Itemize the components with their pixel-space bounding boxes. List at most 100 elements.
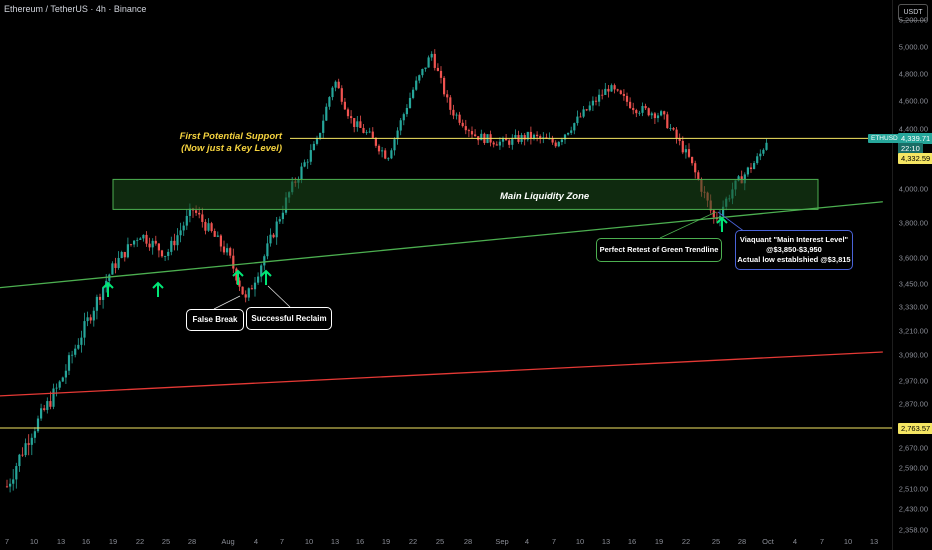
x-tick-label: 25 bbox=[161, 537, 171, 546]
candle-body bbox=[408, 97, 412, 109]
arrow-head bbox=[716, 216, 728, 224]
candle-body bbox=[77, 344, 80, 349]
candle-body bbox=[120, 252, 123, 258]
x-tick-label: 22 bbox=[681, 537, 691, 546]
candle-body bbox=[117, 257, 120, 268]
candle-body bbox=[579, 116, 582, 118]
candle-body bbox=[343, 101, 346, 110]
candle-body bbox=[102, 287, 105, 300]
y-tick-label: 2,358.00 bbox=[898, 525, 928, 535]
candle-body bbox=[229, 248, 232, 256]
candle-body bbox=[532, 134, 536, 139]
candle-body bbox=[539, 136, 542, 139]
candle-body bbox=[653, 113, 656, 119]
candle-body bbox=[263, 256, 266, 266]
support-line-2: (Now just a Key Level) bbox=[181, 143, 282, 154]
candle-body bbox=[458, 114, 461, 123]
candle-body bbox=[74, 348, 77, 355]
candle-body bbox=[576, 116, 579, 124]
candle-body bbox=[511, 137, 514, 145]
candle-body bbox=[722, 206, 725, 216]
y-tick-label: 3,330.00 bbox=[898, 302, 928, 312]
candle-body bbox=[635, 110, 638, 114]
candle-body bbox=[694, 163, 697, 173]
candle-body bbox=[672, 128, 675, 130]
candle-body bbox=[480, 133, 483, 141]
candle-body bbox=[278, 219, 281, 222]
candle-body bbox=[678, 138, 681, 141]
candle-body bbox=[436, 67, 439, 71]
candle-body bbox=[405, 108, 408, 115]
candle-body bbox=[43, 408, 46, 410]
candle-body bbox=[467, 130, 470, 132]
y-tick-label: 3,450.00 bbox=[898, 279, 928, 289]
candle-body bbox=[247, 288, 250, 298]
candle-body bbox=[765, 142, 768, 150]
x-tick-label: 19 bbox=[654, 537, 664, 546]
candle-body bbox=[591, 100, 594, 106]
candle-body bbox=[179, 230, 182, 236]
candle-body bbox=[253, 282, 257, 290]
candle-body bbox=[108, 274, 111, 281]
candle-body bbox=[675, 129, 678, 139]
viaquant-line-3: Actual low establshied @$3,815 bbox=[737, 255, 851, 264]
candle-body bbox=[303, 162, 306, 167]
candle-body bbox=[656, 115, 660, 119]
candle-body bbox=[219, 235, 222, 247]
candle-body bbox=[641, 106, 644, 113]
x-tick-label: 13 bbox=[56, 537, 66, 546]
candle-body bbox=[573, 123, 576, 131]
candle-body bbox=[554, 142, 557, 147]
candle-body bbox=[207, 223, 210, 231]
candle-body bbox=[182, 225, 185, 231]
reclaim-label: Successful Reclaim bbox=[246, 307, 332, 330]
candle-body bbox=[647, 108, 650, 116]
candle-body bbox=[756, 156, 759, 164]
x-tick-label: 25 bbox=[435, 537, 445, 546]
candle-body bbox=[337, 81, 340, 89]
support-price-tag: 4,332.59 bbox=[898, 153, 932, 164]
candle-body bbox=[126, 244, 129, 258]
candle-body bbox=[650, 113, 653, 116]
candle-body bbox=[570, 130, 573, 133]
candle-body bbox=[95, 296, 98, 311]
arrow-head bbox=[102, 281, 114, 289]
candle-body bbox=[55, 387, 58, 389]
candle-body bbox=[188, 208, 191, 216]
candle-body bbox=[269, 234, 272, 244]
candle-body bbox=[40, 408, 43, 419]
candle-body bbox=[762, 149, 765, 154]
candle-body bbox=[585, 109, 588, 111]
candle-body bbox=[331, 87, 334, 98]
candle-body bbox=[749, 167, 753, 169]
candle-body bbox=[560, 139, 563, 143]
up-arrow-icon bbox=[716, 216, 728, 232]
candle-body bbox=[226, 248, 229, 253]
candle-body bbox=[542, 137, 545, 139]
x-tick-label: 13 bbox=[330, 537, 340, 546]
candle-body bbox=[495, 144, 498, 146]
candle-body bbox=[5, 486, 9, 488]
currency-button[interactable]: USDT bbox=[898, 4, 928, 21]
candle-body bbox=[712, 210, 715, 218]
candle-body bbox=[601, 94, 604, 96]
candle-body bbox=[393, 139, 396, 151]
candle-body bbox=[625, 95, 629, 102]
candle-body bbox=[176, 235, 179, 246]
candle-body bbox=[402, 114, 405, 121]
candle-body bbox=[452, 109, 455, 116]
candle-body bbox=[98, 296, 102, 300]
candle-body bbox=[663, 111, 666, 115]
x-tick-label: Aug bbox=[221, 537, 235, 546]
candle-body bbox=[309, 150, 312, 162]
candle-body bbox=[644, 106, 647, 109]
candle-body bbox=[390, 150, 393, 159]
candle-body bbox=[374, 137, 377, 146]
viaquant-line-2: @$3,850-$3,950 bbox=[766, 245, 822, 254]
candle-body bbox=[260, 265, 263, 277]
candle-body bbox=[753, 163, 756, 169]
x-tick-label: 19 bbox=[381, 537, 391, 546]
candle-body bbox=[52, 388, 55, 407]
candle-body bbox=[384, 150, 387, 159]
